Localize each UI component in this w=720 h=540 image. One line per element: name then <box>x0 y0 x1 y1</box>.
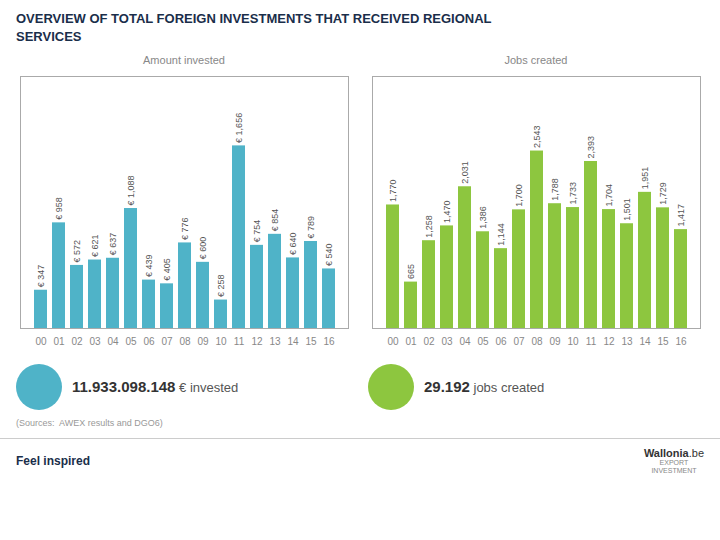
svg-text:06: 06 <box>143 336 155 347</box>
svg-text:06: 06 <box>495 336 507 347</box>
svg-text:01: 01 <box>405 336 417 347</box>
svg-text:05: 05 <box>477 336 489 347</box>
svg-text:€ 347: € 347 <box>36 265 46 288</box>
html-text:29.192 jobs created: 29.192 jobs created <box>424 378 545 395</box>
svg-text:10: 10 <box>567 336 579 347</box>
svg-text:€ 854: € 854 <box>270 209 280 232</box>
svg-text:1,951: 1,951 <box>640 167 650 190</box>
svg-text:1,417: 1,417 <box>676 204 686 227</box>
svg-text:03: 03 <box>89 336 101 347</box>
svg-text:€ 572: € 572 <box>72 240 82 263</box>
svg-text:1,788: 1,788 <box>550 178 560 201</box>
svg-text:02: 02 <box>71 336 83 347</box>
svg-text:1,386: 1,386 <box>478 206 488 229</box>
svg-text:1,501: 1,501 <box>622 198 632 221</box>
svg-text:€ 258: € 258 <box>216 275 226 298</box>
svg-text:00: 00 <box>387 336 399 347</box>
svg-text:02: 02 <box>423 336 435 347</box>
svg-text:1,700: 1,700 <box>514 184 524 207</box>
svg-text:665: 665 <box>406 264 416 279</box>
svg-text:€ 754: € 754 <box>252 220 262 243</box>
svg-text:01: 01 <box>53 336 65 347</box>
svg-text:1,144: 1,144 <box>496 223 506 246</box>
svg-text:12: 12 <box>251 336 263 347</box>
svg-text:15: 15 <box>305 336 317 347</box>
svg-text:€ 439: € 439 <box>144 255 154 278</box>
html-text:Feel inspired: Feel inspired <box>16 454 90 469</box>
svg-text:16: 16 <box>323 336 335 347</box>
html-text:11.933.098.148 € invested: 11.933.098.148 € invested <box>72 378 239 395</box>
svg-text:11: 11 <box>234 336 245 347</box>
svg-text:16: 16 <box>675 336 687 347</box>
svg-text:€ 600: € 600 <box>198 237 208 260</box>
svg-text:14: 14 <box>639 336 651 347</box>
svg-text:13: 13 <box>269 336 281 347</box>
svg-text:1,729: 1,729 <box>658 182 668 205</box>
svg-text:04: 04 <box>107 336 119 347</box>
svg-text:1,733: 1,733 <box>568 182 578 205</box>
svg-text:1,704: 1,704 <box>604 184 614 207</box>
svg-text:2,031: 2,031 <box>460 161 470 184</box>
svg-text:09: 09 <box>549 336 561 347</box>
svg-text:1,470: 1,470 <box>442 200 452 223</box>
svg-text:07: 07 <box>513 336 525 347</box>
html-text:INVESTMENT: INVESTMENT <box>651 467 697 475</box>
svg-text:08: 08 <box>179 336 191 347</box>
svg-text:09: 09 <box>197 336 209 347</box>
svg-text:1,770: 1,770 <box>388 179 398 202</box>
svg-text:€ 1,088: € 1,088 <box>126 175 136 205</box>
svg-text:12: 12 <box>603 336 615 347</box>
svg-text:2,543: 2,543 <box>532 126 542 149</box>
svg-text:11: 11 <box>586 336 597 347</box>
svg-text:07: 07 <box>161 336 173 347</box>
svg-text:1,258: 1,258 <box>424 215 434 238</box>
svg-text:€ 621: € 621 <box>90 234 100 257</box>
svg-text:€ 776: € 776 <box>180 217 190 240</box>
svg-text:€ 405: € 405 <box>162 258 172 281</box>
svg-text:€ 540: € 540 <box>324 243 334 266</box>
html-text:(Sources: AWEX results and DGO: (Sources: AWEX results and DGO6) <box>16 418 163 428</box>
svg-text:€ 789: € 789 <box>306 216 316 239</box>
svg-text:15: 15 <box>657 336 669 347</box>
svg-text:€ 637: € 637 <box>108 233 118 256</box>
svg-text:03: 03 <box>441 336 453 347</box>
html-text:OVERVIEW OF TOTAL FOREIGN INVE: OVERVIEW OF TOTAL FOREIGN INVESTMENTS TH… <box>16 11 492 44</box>
svg-text:13: 13 <box>621 336 633 347</box>
svg-text:€ 958: € 958 <box>54 197 64 220</box>
svg-text:04: 04 <box>459 336 471 347</box>
html-text:EXPORT: EXPORT <box>659 459 689 466</box>
html-text:Wallonia.be: Wallonia.be <box>643 447 704 459</box>
svg-text:€ 640: € 640 <box>288 232 298 255</box>
svg-text:00: 00 <box>35 336 47 347</box>
svg-text:€ 1,656: € 1,656 <box>234 113 244 143</box>
svg-text:08: 08 <box>531 336 543 347</box>
svg-text:2,393: 2,393 <box>586 136 596 159</box>
svg-text:10: 10 <box>215 336 227 347</box>
html-text:Amount invested: Amount invested <box>143 54 225 66</box>
html-text:Jobs created: Jobs created <box>504 54 568 66</box>
svg-text:05: 05 <box>125 336 137 347</box>
svg-text:14: 14 <box>287 336 299 347</box>
